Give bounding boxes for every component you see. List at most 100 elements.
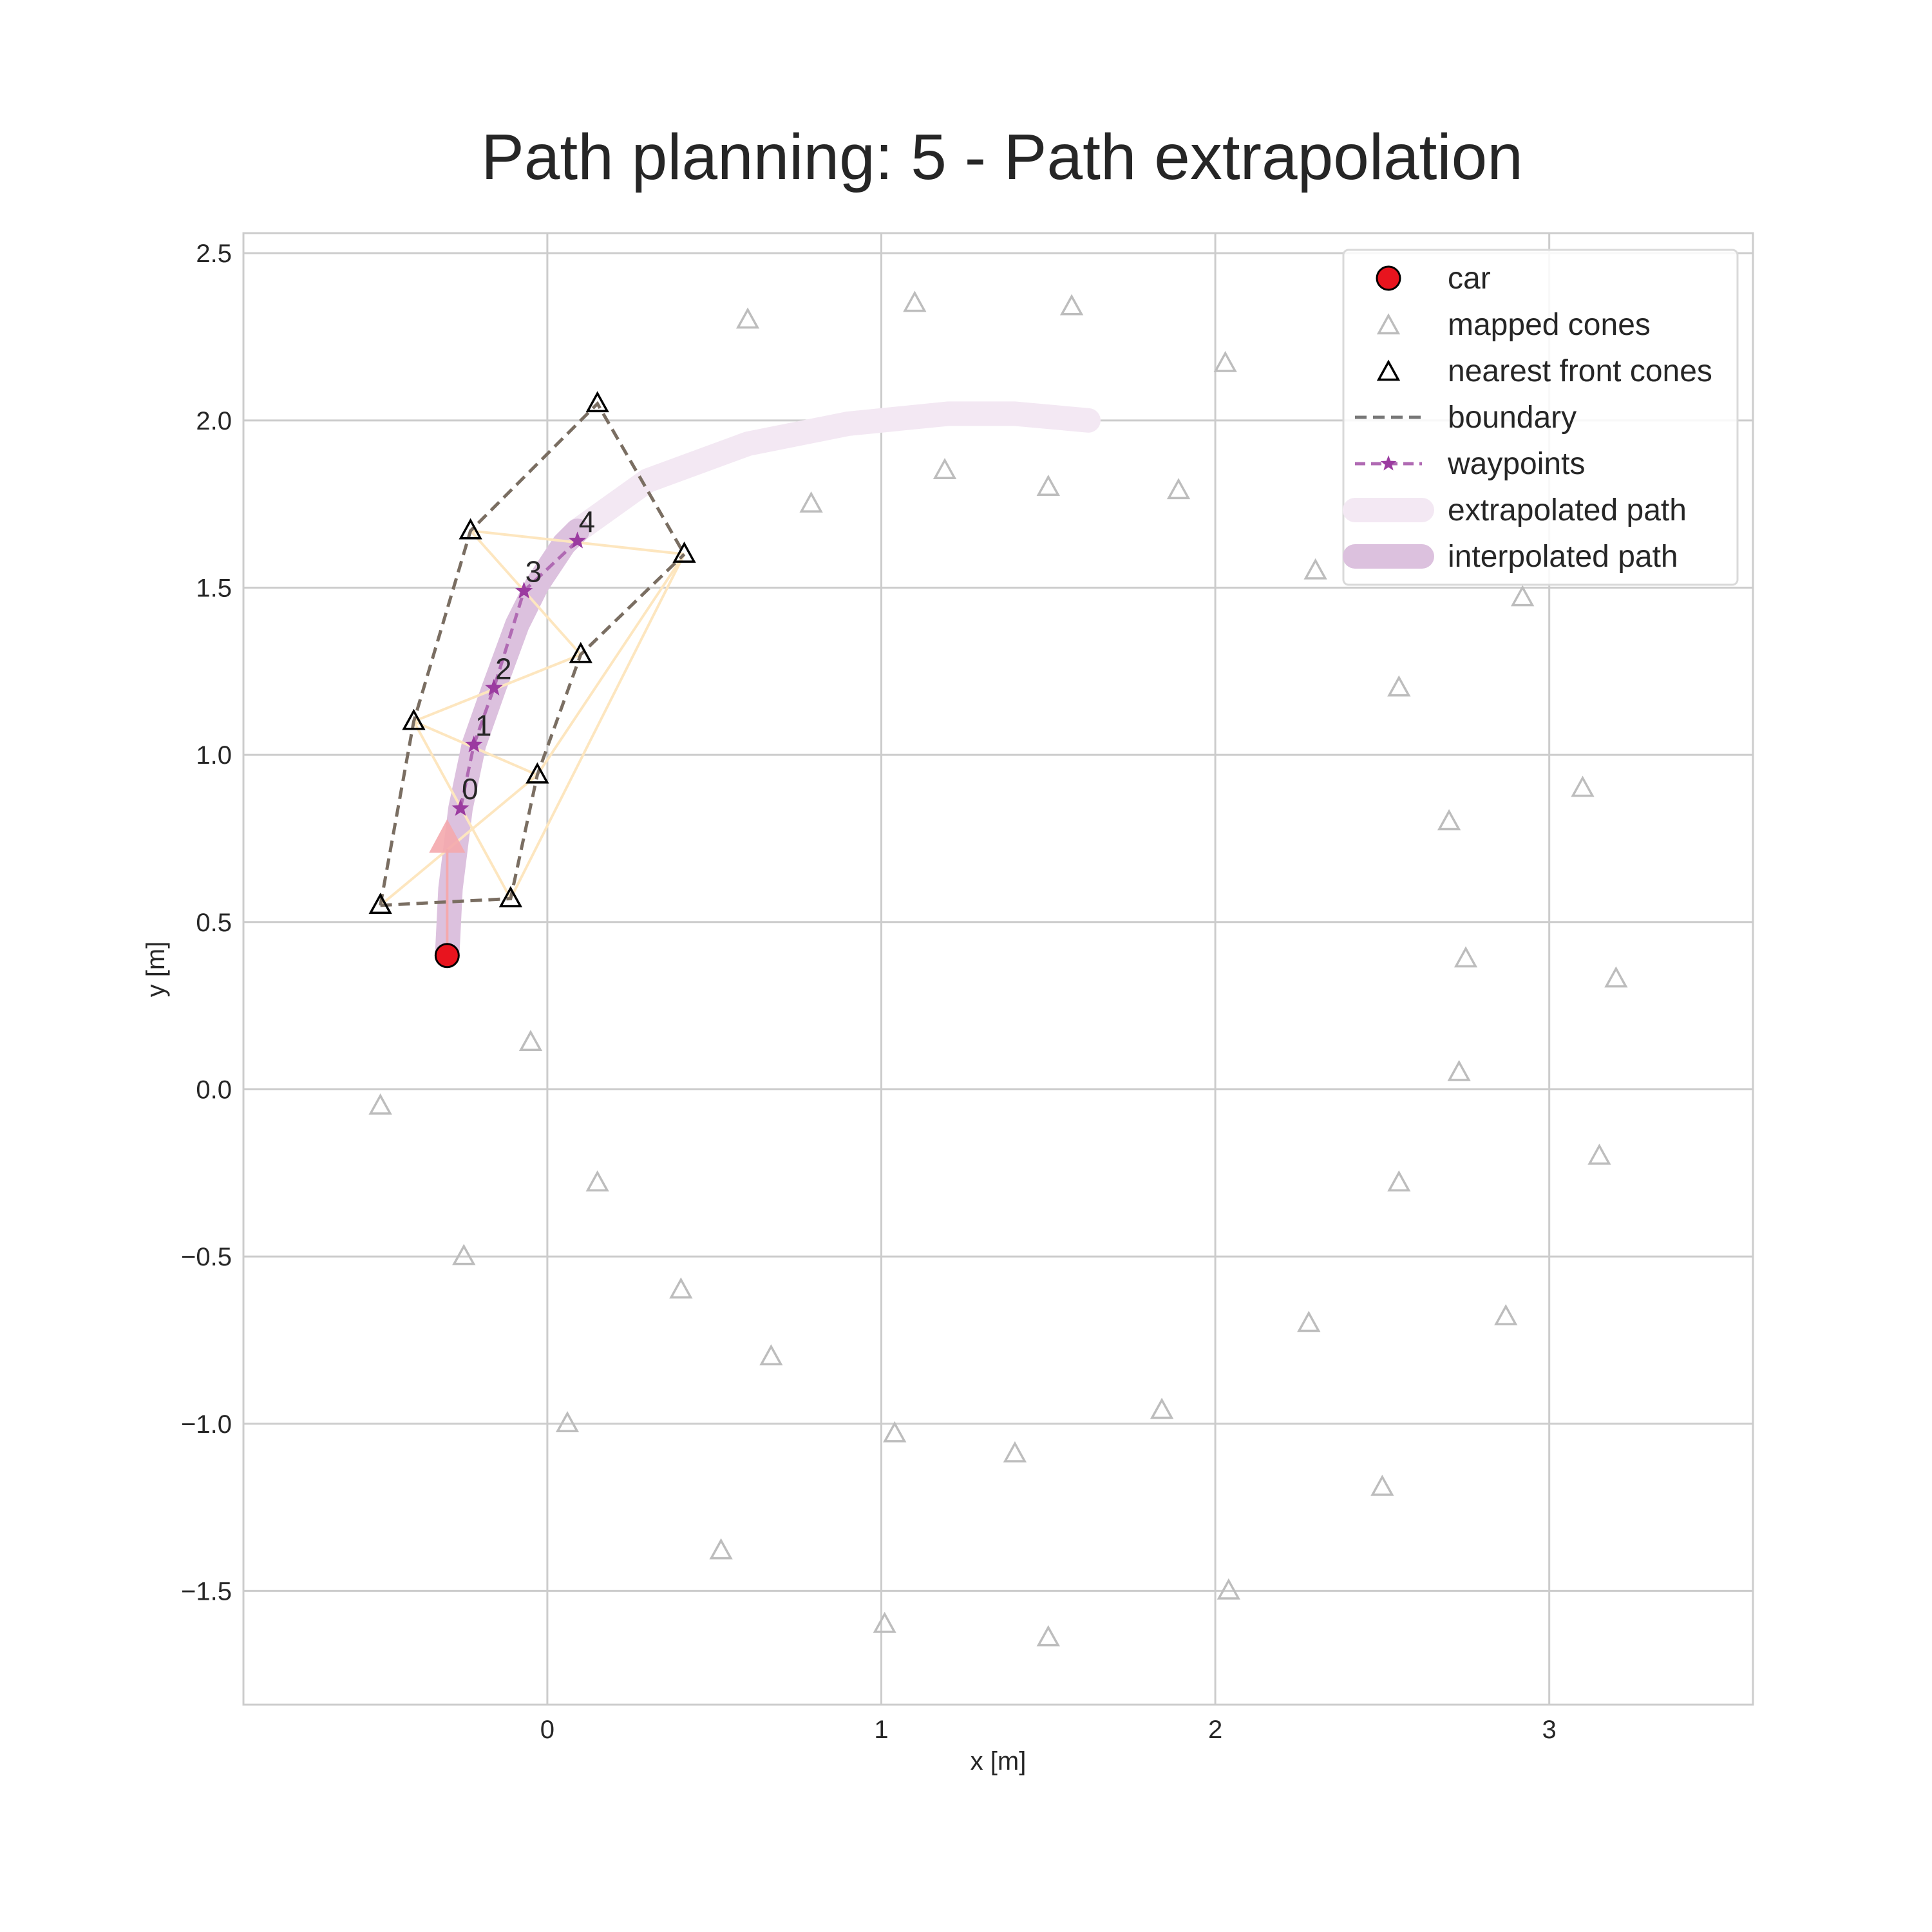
mapped-cone: [1454, 946, 1478, 968]
nearest-front-cone: [402, 708, 426, 730]
mapped-cone: [1604, 966, 1628, 988]
waypoint-label: 4: [579, 505, 596, 538]
mapped-cone: [1036, 475, 1060, 496]
y-tick-label: 2.0: [196, 407, 232, 435]
mapped-cone: [1571, 775, 1595, 797]
mapped-cone: [1036, 1625, 1060, 1647]
mapped-cone: [1303, 558, 1327, 580]
mapped-cone: [1150, 1397, 1174, 1419]
mapped-cone: [735, 307, 760, 329]
boundary-line: [379, 401, 686, 906]
chart-title: Path planning: 5 - Path extrapolation: [481, 121, 1523, 193]
mapped-cone: [933, 458, 957, 479]
plot-frame: [242, 232, 1754, 1706]
mapped-cone: [873, 1611, 896, 1633]
mapped-cone: [1166, 478, 1191, 500]
mapped-cone: [585, 1170, 609, 1192]
mapped-cone: [518, 1030, 543, 1052]
legend-label: car: [1448, 261, 1491, 296]
legend-cone-handle: [1376, 359, 1401, 381]
x-tick-labels: 0 1 2 3: [540, 1716, 1557, 1744]
legend-car-handle: [1376, 265, 1401, 291]
mapped-cone: [883, 1421, 907, 1443]
mapped-cone: [1494, 1303, 1518, 1325]
nearest-front-cone: [498, 886, 523, 907]
mapped-cones-layer: [368, 290, 1628, 1647]
legend-label: waypoints: [1447, 447, 1585, 481]
extrapolated-path-layer: [565, 401, 1101, 544]
mapped-cone: [1387, 1170, 1411, 1192]
legend: car mapped cones nearest front cones bounda…: [1342, 249, 1739, 586]
legend-box: [1342, 249, 1739, 586]
mapped-cone: [903, 290, 927, 312]
waypoint-marker: [451, 799, 469, 816]
car-layer: [429, 819, 466, 969]
legend-label: boundary: [1448, 401, 1577, 435]
y-tick-label: −1.5: [181, 1577, 232, 1605]
mapped-cone: [555, 1411, 580, 1433]
mapped-cone: [709, 1538, 733, 1560]
nearest-front-cone: [672, 541, 696, 563]
legend-label: nearest front cones: [1448, 354, 1712, 388]
y-tick-label: −1.0: [181, 1410, 232, 1439]
waypoint-marker: [515, 582, 533, 599]
waypoint-label: 1: [475, 709, 492, 743]
mapped-cone: [1387, 675, 1411, 697]
y-tick-label: 1.5: [196, 574, 232, 602]
waypoint-marker: [485, 678, 503, 696]
mapped-cone: [1059, 294, 1084, 316]
mapped-cone: [759, 1344, 783, 1366]
legend-label: interpolated path: [1448, 540, 1678, 574]
legend-label: mapped cones: [1448, 308, 1651, 342]
x-tick-label: 2: [1208, 1716, 1222, 1744]
y-tick-label: 2.5: [196, 240, 232, 268]
triangulation-edge: [509, 553, 686, 900]
waypoint-marker: [465, 735, 483, 753]
legend-cone-handle: [1376, 313, 1401, 335]
mapped-cone: [1587, 1143, 1611, 1165]
y-tick-label: −0.5: [181, 1243, 232, 1271]
nearest-front-cone: [459, 518, 482, 540]
mapped-cone: [799, 491, 823, 513]
mapped-cone: [452, 1244, 476, 1265]
mapped-cone: [1437, 809, 1461, 831]
y-tick-label: 1.0: [196, 741, 232, 770]
mapped-cone: [1447, 1059, 1471, 1081]
waypoints-layer: 0 12 3 4: [451, 505, 596, 816]
mapped-cone: [368, 1093, 392, 1115]
x-tick-label: 1: [874, 1716, 888, 1744]
waypoint-label: 2: [495, 652, 512, 685]
boundary-line: [380, 553, 686, 907]
mapped-cone: [1217, 1578, 1240, 1600]
x-tick-label: 3: [1542, 1716, 1557, 1744]
nearest-front-cone: [526, 762, 549, 784]
y-tick-label: 0.0: [196, 1075, 232, 1104]
legend-label: extrapolated path: [1448, 493, 1687, 527]
boundary-layer: [379, 401, 686, 907]
mapped-cone: [1003, 1441, 1027, 1463]
car-marker: [434, 943, 460, 969]
nearest-front-cone: [368, 893, 392, 914]
mapped-cone: [669, 1277, 693, 1299]
waypoint-label: 3: [526, 555, 542, 589]
mapped-cone: [1511, 585, 1535, 607]
x-tick-label: 0: [540, 1716, 554, 1744]
legend-waypoints-star: [1380, 455, 1397, 471]
mapped-cone: [1297, 1311, 1321, 1332]
waypoints-line: [459, 539, 579, 809]
nearest-front-cone: [585, 391, 609, 413]
triangulation-edge: [379, 773, 538, 907]
mapped-cone: [1370, 1474, 1394, 1496]
waypoint-label: 0: [462, 772, 478, 806]
waypoint-marker: [568, 531, 587, 549]
triangulation-edge: [536, 553, 686, 776]
y-axis-label: y [m]: [142, 942, 170, 998]
nearest-front-cone: [569, 641, 592, 663]
mapped-cone: [1213, 350, 1237, 372]
grid: [243, 233, 1753, 1705]
car-heading-arrow: [429, 819, 466, 853]
y-tick-labels: −1.5 −1.0 −0.5 0.0 0.5 1.0 1.5 2.0 2.5: [181, 240, 232, 1605]
y-tick-label: 0.5: [196, 909, 232, 937]
x-axis-label: x [m]: [971, 1747, 1027, 1776]
